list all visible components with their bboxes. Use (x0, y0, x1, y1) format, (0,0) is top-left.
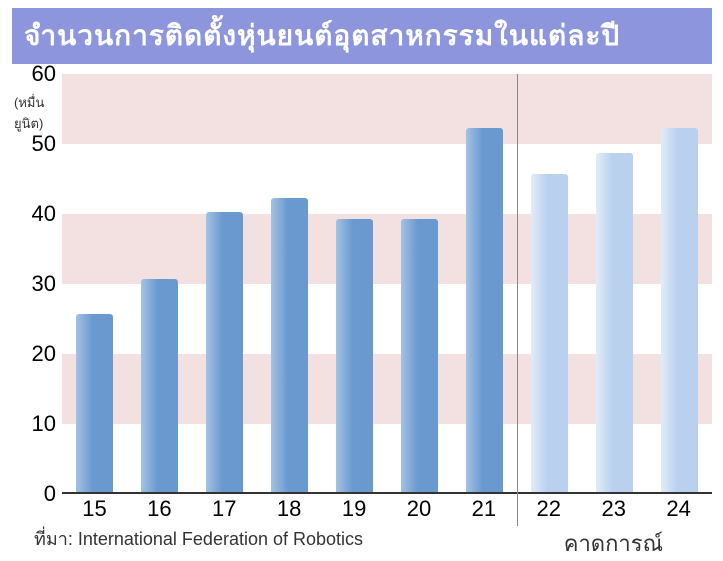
x-tick-label: 21 (451, 496, 516, 522)
bar-slot (257, 74, 322, 492)
bar-slot (62, 74, 127, 492)
y-tick-label: 0 (44, 481, 56, 507)
bars-container (62, 74, 712, 492)
bar (531, 174, 567, 493)
x-tick-label: 23 (581, 496, 646, 522)
source-prefix: ที่มา: (34, 529, 73, 549)
forecast-divider (517, 74, 518, 526)
source-text: ที่มา: International Federation of Robot… (34, 524, 363, 553)
bar-slot (517, 74, 582, 492)
bar (466, 128, 502, 492)
y-tick-label: 40 (32, 201, 56, 227)
y-axis: 0102030405060(หมื่นยูนิต) (12, 74, 60, 494)
x-tick-label: 19 (322, 496, 387, 522)
x-tick-label: 15 (62, 496, 127, 522)
bar-slot (192, 74, 257, 492)
bar (76, 314, 112, 493)
forecast-label: คาดการณ์ (564, 526, 663, 561)
bar (336, 219, 372, 492)
bar-slot (127, 74, 192, 492)
x-tick-label: 24 (646, 496, 711, 522)
y-tick-label: 30 (32, 271, 56, 297)
x-tick-label: 18 (257, 496, 322, 522)
plot-area (62, 74, 712, 494)
y-unit-label: (หมื่นยูนิต) (14, 92, 60, 134)
bar-slot (387, 74, 452, 492)
y-tick-label: 50 (32, 131, 56, 157)
y-tick-label: 20 (32, 341, 56, 367)
bar-slot (647, 74, 712, 492)
x-tick-label: 20 (387, 496, 452, 522)
bar (271, 198, 307, 492)
x-tick-label: 22 (516, 496, 581, 522)
bar-slot (322, 74, 387, 492)
bar (206, 212, 242, 492)
bar (141, 279, 177, 493)
x-axis-labels: 15161718192021222324 (62, 496, 711, 522)
x-tick-label: 17 (192, 496, 257, 522)
bar (661, 128, 697, 492)
x-tick-label: 16 (127, 496, 192, 522)
y-tick-label: 60 (32, 61, 56, 87)
bar-slot (452, 74, 517, 492)
bar (401, 219, 437, 492)
source-value: International Federation of Robotics (78, 529, 363, 549)
y-tick-label: 10 (32, 411, 56, 437)
chart-area: 0102030405060(หมื่นยูนิต) (12, 74, 712, 494)
bar-slot (582, 74, 647, 492)
bar (596, 153, 632, 493)
chart-title: จำนวนการติดตั้งหุ่นยนต์อุตสาหกรรมในแต่ละ… (12, 8, 712, 64)
